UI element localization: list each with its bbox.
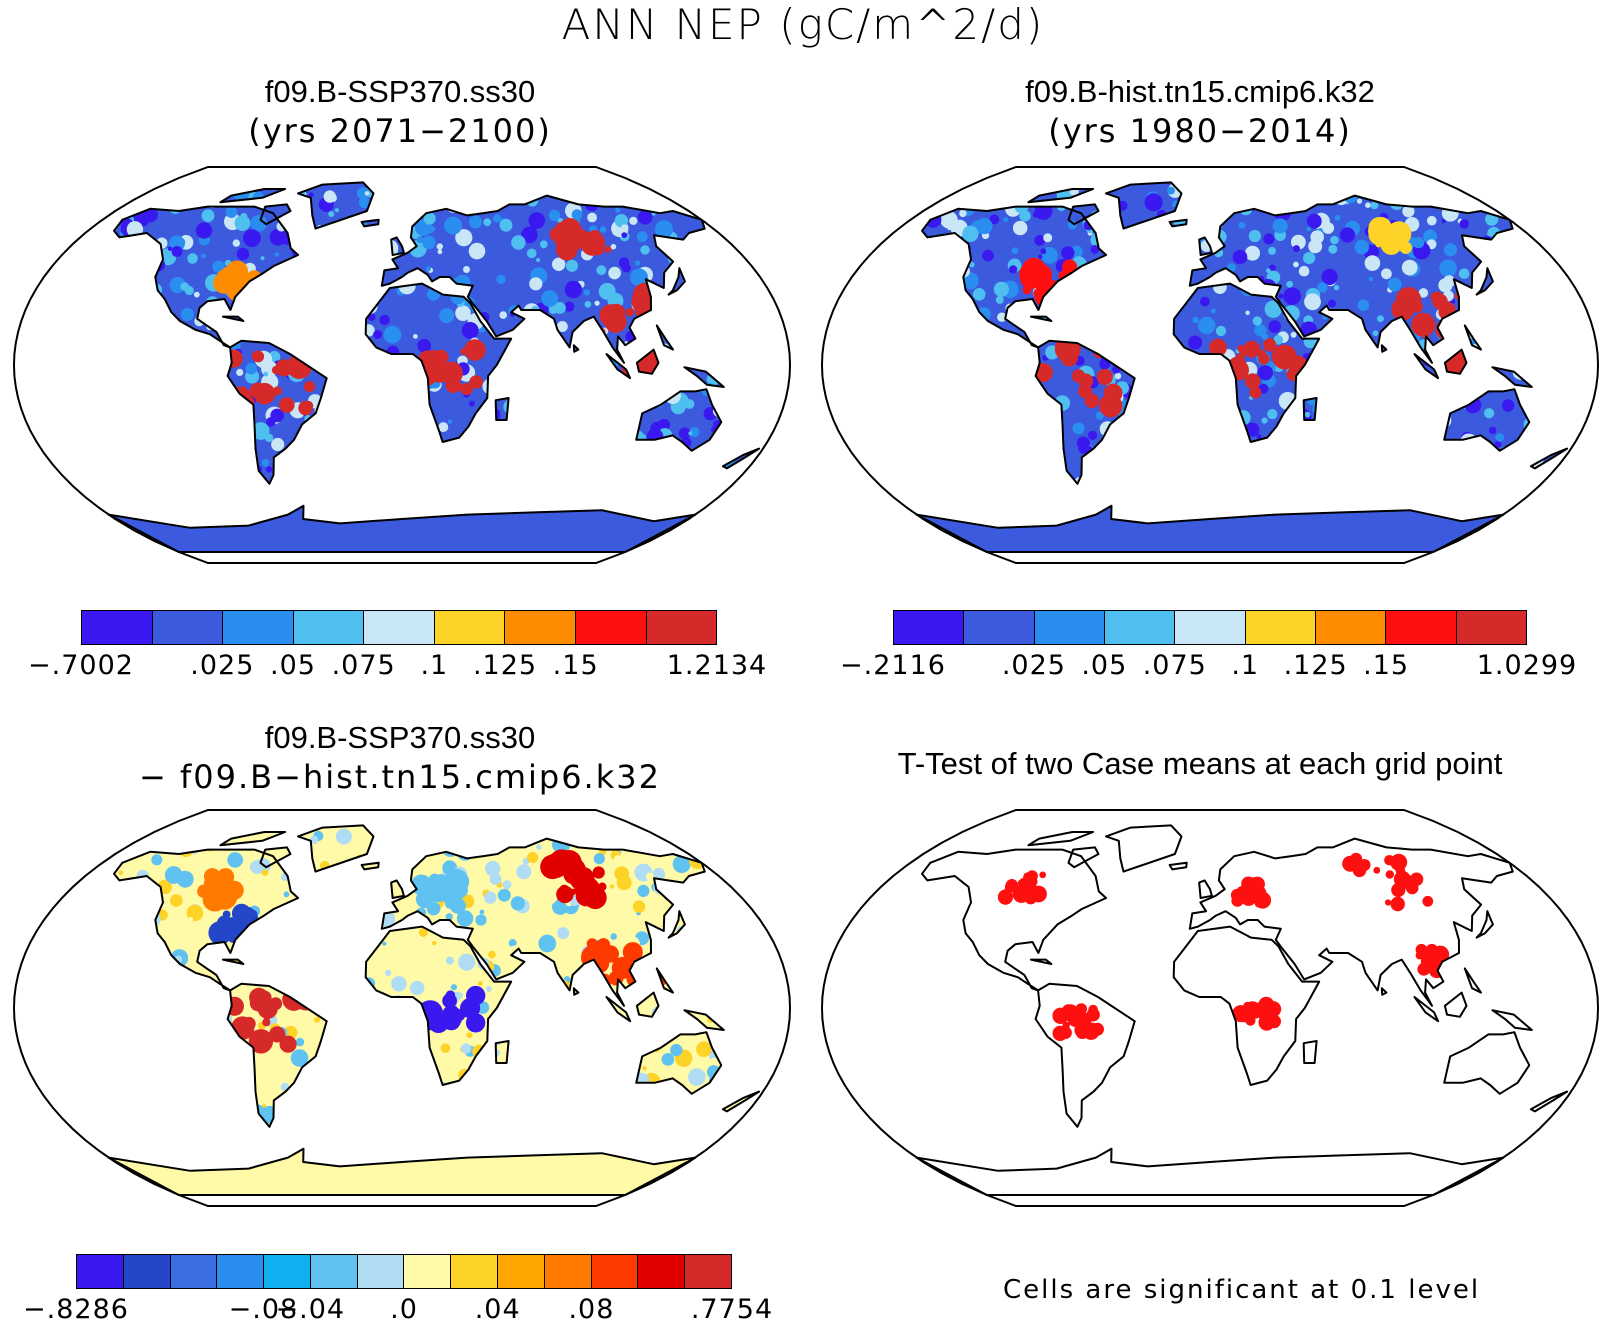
colorbar-swatch xyxy=(217,1255,265,1288)
colorbar-swatch xyxy=(404,1255,452,1288)
colorbar-panel-1 xyxy=(81,610,717,645)
colorbar-swatch xyxy=(964,611,1035,644)
colorbar-swatch xyxy=(310,1255,358,1288)
colorbar-swatch xyxy=(1245,611,1316,644)
colorbar-tick: .0 xyxy=(390,1294,418,1325)
colorbar-swatch xyxy=(544,1255,592,1288)
colorbar-tick: .125 xyxy=(1283,650,1348,681)
panel-2-title: f09.B-hist.tn15.cmip6.k32 xyxy=(1025,74,1375,109)
panel-3-title: f09.B-SSP370.ss30 xyxy=(264,720,536,755)
land-field xyxy=(108,182,760,552)
panel-1-title: f09.B-SSP370.ss30 xyxy=(264,74,536,109)
colorbar-swatch xyxy=(685,1255,731,1288)
colorbar-swatch xyxy=(82,611,153,644)
colorbar-tick: .15 xyxy=(552,650,599,681)
colorbar-swatch xyxy=(894,611,965,644)
figure-title: ANN NEP (gC/m^2/d) xyxy=(561,0,1045,49)
colorbar-swatch xyxy=(646,611,717,644)
map-panel-4 xyxy=(820,809,1600,1207)
colorbar-tick: .7754 xyxy=(690,1294,774,1325)
colorbar-swatch xyxy=(152,611,224,644)
colorbar-swatch xyxy=(170,1255,218,1288)
map-panel-1 xyxy=(12,166,792,564)
colorbar-swatch xyxy=(357,1255,405,1288)
panel-3-subtitle: − f09.B−hist.tn15.cmip6.k32 xyxy=(139,758,661,796)
land-field xyxy=(916,182,1568,552)
colorbar-swatch xyxy=(591,1255,639,1288)
colorbar-tick: −.7002 xyxy=(28,650,134,681)
colorbar-swatch xyxy=(1034,611,1105,644)
map-boundary xyxy=(820,166,1600,564)
colorbar-swatch xyxy=(451,1255,499,1288)
colorbar-panel-3 xyxy=(76,1254,732,1289)
coastline xyxy=(107,824,761,1196)
map-boundary xyxy=(12,809,792,1207)
coastline xyxy=(915,824,1569,1196)
colorbar-tick: .05 xyxy=(1081,650,1128,681)
colorbar-tick: 1.0299 xyxy=(1476,650,1578,681)
map-panel-3 xyxy=(12,809,792,1207)
colorbar-swatch xyxy=(293,611,365,644)
colorbar-swatch xyxy=(1456,611,1526,644)
colorbar-tick: .025 xyxy=(190,650,255,681)
colorbar-tick: 1.2134 xyxy=(666,650,768,681)
colorbar-swatch xyxy=(498,1255,545,1288)
colorbar-swatch xyxy=(1175,611,1246,644)
colorbar-swatch xyxy=(223,611,294,644)
colorbar-swatch xyxy=(434,611,506,644)
panel-4-title: T-Test of two Case means at each grid po… xyxy=(897,746,1503,781)
coastline xyxy=(107,181,761,553)
panel-2-subtitle: (yrs 1980−2014) xyxy=(1048,112,1352,150)
colorbar-tick: .1 xyxy=(420,650,449,681)
colorbar-tick: −.8286 xyxy=(23,1294,129,1325)
colorbar-swatch xyxy=(638,1255,686,1288)
colorbar-tick: .025 xyxy=(1001,650,1066,681)
colorbar-swatch xyxy=(77,1255,124,1288)
colorbar-tick: .075 xyxy=(1142,650,1207,681)
colorbar-swatch xyxy=(575,611,647,644)
map-boundary xyxy=(12,166,792,564)
colorbar-tick: .125 xyxy=(472,650,538,681)
colorbar-swatch xyxy=(1104,611,1176,644)
colorbar-swatch xyxy=(264,1255,311,1288)
colorbar-tick: .1 xyxy=(1231,650,1260,681)
coastline xyxy=(915,181,1569,553)
colorbar-tick: .15 xyxy=(1363,650,1410,681)
colorbar-tick: .075 xyxy=(331,650,396,681)
land-field xyxy=(916,825,1568,1195)
colorbar-swatch xyxy=(1315,611,1387,644)
colorbar-tick: .08 xyxy=(568,1294,615,1325)
map-boundary xyxy=(820,809,1600,1207)
panel-1-subtitle: (yrs 2071−2100) xyxy=(248,112,552,150)
land-field xyxy=(108,825,760,1195)
colorbar-swatch xyxy=(123,1255,171,1288)
colorbar-tick: −.08 xyxy=(228,1294,299,1325)
colorbar-swatch xyxy=(364,611,435,644)
colorbar-tick: .04 xyxy=(474,1294,521,1325)
significance-note: Cells are significant at 0.1 level xyxy=(1003,1275,1481,1305)
colorbar-tick: .05 xyxy=(270,650,316,681)
colorbar-tick: −.04 xyxy=(275,1294,346,1325)
colorbar-swatch xyxy=(505,611,576,644)
colorbar-tick: −.2116 xyxy=(840,650,946,681)
map-panel-2 xyxy=(820,166,1600,564)
colorbar-panel-2 xyxy=(893,610,1527,645)
colorbar-swatch xyxy=(1386,611,1457,644)
